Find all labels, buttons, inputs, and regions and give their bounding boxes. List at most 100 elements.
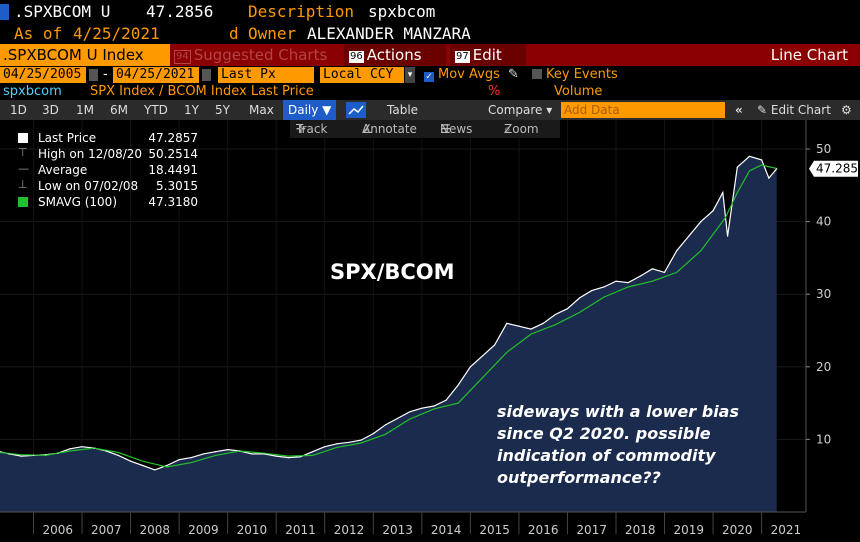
end-calendar-icon[interactable] [202, 69, 211, 81]
x-tick-label-2011: 2011 [285, 523, 316, 537]
owner-value: ALEXANDER MANZARA [307, 24, 471, 43]
start-calendar-icon[interactable] [89, 69, 98, 81]
price-point [348, 441, 350, 443]
white-square-icon [18, 133, 28, 143]
period-3d[interactable]: 3D [42, 103, 59, 117]
edit-chart-button[interactable]: ✎ Edit Chart [757, 100, 831, 120]
pencil-icon[interactable]: ✎ [508, 67, 519, 82]
legend-average: — Average 18.4491 [8, 162, 198, 178]
magnifier-icon: ⌕ [504, 122, 511, 136]
y-tick-label-40: 40 [816, 215, 831, 229]
add-data-input[interactable]: Add Data [561, 102, 725, 118]
key-events-checkbox[interactable] [532, 69, 542, 79]
description-label: Description [248, 2, 354, 21]
x-tick-label-2010: 2010 [237, 523, 268, 537]
price-point [554, 313, 556, 316]
ticker[interactable]: .SPXBCOM U [14, 2, 111, 21]
price-point [603, 286, 605, 288]
legend-label: Average [38, 163, 88, 177]
x-tick-label-2020: 2020 [722, 523, 753, 537]
frequency-select[interactable]: Daily ▼ [283, 100, 337, 120]
period-5y[interactable]: 5Y [215, 103, 230, 117]
chart-type-label[interactable]: Line Chart [770, 46, 848, 64]
price-point [397, 417, 399, 419]
current-price: 47.2856 [146, 2, 214, 21]
line-chart-icon [348, 105, 364, 115]
annotate-icon: ∠ [362, 122, 373, 136]
legend-value: 47.3180 [148, 195, 198, 209]
currency-select[interactable]: Local CCY [320, 67, 404, 83]
legend-label: Low on 07/02/08 [38, 179, 139, 193]
chart-area[interactable]: 10 20 30 40 50 47.2857 2006 2007 2008 2009 2010 201… [0, 120, 860, 542]
price-point [530, 328, 532, 330]
price-point [312, 451, 314, 453]
currency-dropdown-icon[interactable]: ▾ [405, 67, 415, 83]
price-point [727, 235, 729, 237]
chart-title-annotation[interactable]: SPX/BCOM [330, 260, 455, 284]
line-style-icon[interactable] [346, 102, 366, 118]
price-point [761, 159, 763, 161]
table-button[interactable]: Table [387, 103, 419, 117]
start-date-input[interactable]: 04/25/2005 [0, 67, 86, 83]
period-1d[interactable]: 1D [10, 103, 27, 117]
security-title[interactable]: .SPXBCOM U Index [0, 44, 170, 66]
price-point [615, 280, 617, 282]
price-chart[interactable]: 10 20 30 40 50 47.2857 2006 2007 2008 2009 2010 201… [0, 120, 860, 542]
key-events-toggle[interactable]: Key Events [532, 66, 618, 84]
suggested-charts-button[interactable]: 94 Suggested Charts [174, 44, 327, 66]
price-point [263, 453, 265, 455]
end-date-input[interactable]: 04/25/2021 [113, 67, 199, 83]
price-point [776, 168, 778, 170]
legend-smavg: SMAVG (100) 47.3180 [8, 194, 198, 210]
actions-button[interactable]: 96 Actions [344, 44, 446, 66]
field-select[interactable]: Last Px [218, 67, 314, 83]
price-point [251, 453, 253, 455]
price-point [239, 450, 241, 452]
price-point [32, 454, 35, 456]
x-tick-label-2015: 2015 [479, 523, 510, 537]
period-1m[interactable]: 1M [76, 103, 94, 117]
x-tick-label-2018: 2018 [625, 523, 656, 537]
low-marker-icon: ⊥ [18, 178, 28, 191]
price-point [481, 355, 484, 357]
y-tick-label-50: 50 [816, 142, 831, 156]
news-icon: ☰ [440, 122, 451, 136]
price-point [433, 405, 435, 407]
compare-button[interactable]: Compare ▾ [488, 103, 553, 117]
period-1y[interactable]: 1Y [184, 103, 199, 117]
series-line-smavg[interactable] [0, 164, 777, 468]
price-point [748, 155, 751, 157]
price-point [360, 439, 362, 441]
price-point [57, 452, 59, 454]
price-point [639, 275, 641, 277]
price-point [227, 449, 229, 451]
note-line: since Q2 2020. possible [497, 424, 711, 443]
edit-button[interactable]: 97 Edit [450, 44, 526, 66]
average-marker-icon: — [18, 162, 29, 175]
security-color-marker [0, 4, 9, 20]
chart-tools-bar: ✛ Track ∠ Annotate ☰ News ⌕ Zoom [290, 120, 560, 138]
price-point [579, 297, 581, 299]
x-tick-label-2019: 2019 [674, 523, 705, 537]
chart-legend: Last Price 47.2857 ⊤ High on 12/08/20 50… [8, 130, 198, 210]
collapse-icon[interactable]: « [735, 103, 743, 117]
legend-value: 50.2514 [148, 147, 198, 161]
percent-toggle[interactable]: % [488, 84, 501, 99]
period-ytd[interactable]: YTD [144, 103, 168, 117]
x-tick-label-2012: 2012 [334, 523, 365, 537]
price-point [324, 446, 326, 448]
note-annotation[interactable]: sideways with a lower bias since Q2 2020… [497, 401, 777, 489]
suggested-charts-number: 94 [174, 50, 191, 64]
last-value-label: 47.2857 [816, 162, 860, 176]
price-point [494, 344, 496, 346]
mov-avgs-toggle[interactable]: ✓ Mov Avgs ✎ [424, 66, 519, 84]
price-point [676, 250, 678, 252]
x-tick-label-2017: 2017 [576, 523, 607, 537]
gear-icon[interactable]: ⚙ [841, 103, 852, 117]
period-max[interactable]: Max [249, 103, 274, 117]
security-header-row: .SPXBCOM U 47.2856 Description spxbcom [0, 0, 860, 24]
price-point [178, 459, 180, 461]
period-6m[interactable]: 6M [110, 103, 128, 117]
price-point [688, 235, 690, 237]
mov-avgs-checkbox[interactable]: ✓ [424, 72, 434, 82]
